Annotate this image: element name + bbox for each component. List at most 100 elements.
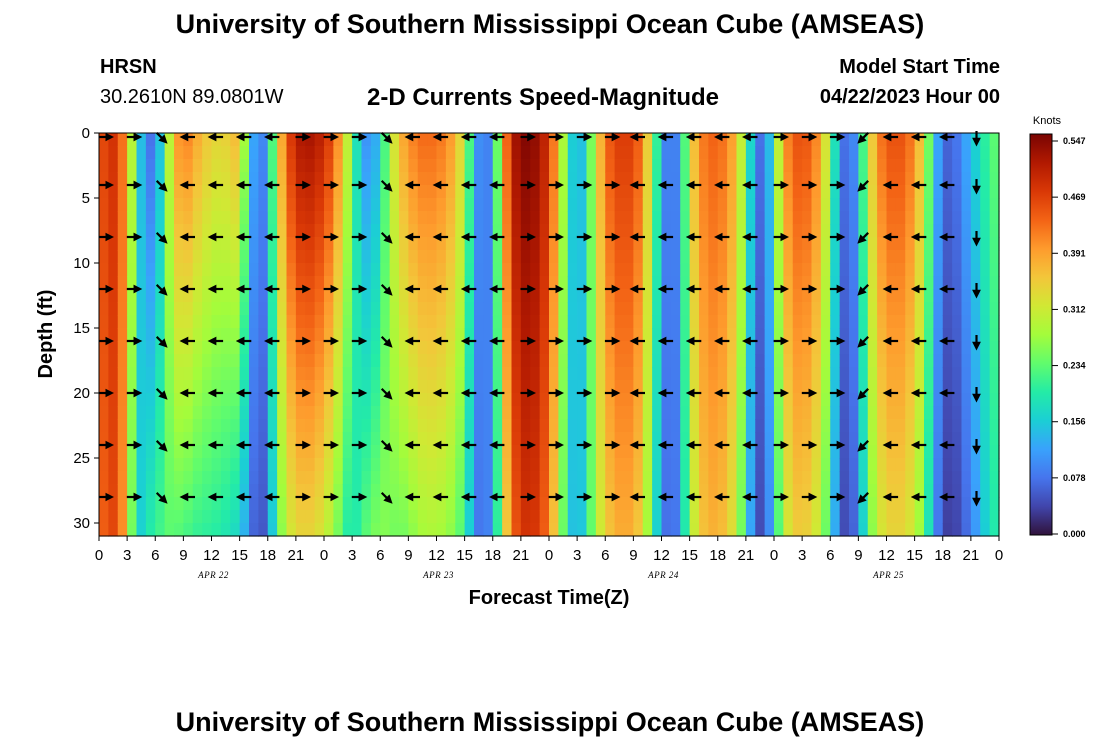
heatmap-cell: [849, 380, 859, 394]
heatmap-cell: [689, 419, 700, 433]
heatmap-cell: [877, 315, 888, 329]
x-tick-label: 21: [738, 547, 755, 564]
heatmap-cell: [455, 315, 466, 329]
heatmap-cell: [352, 354, 363, 368]
heatmap-cell: [642, 497, 653, 511]
heatmap-cell: [820, 523, 831, 537]
heatmap-cell: [511, 237, 522, 251]
heatmap-cell: [745, 172, 756, 186]
heatmap-cell: [530, 380, 541, 394]
heatmap-cell: [145, 250, 156, 264]
heatmap-cell: [520, 497, 531, 511]
heatmap-cell: [595, 263, 606, 277]
heatmap-cell: [642, 133, 653, 147]
heatmap-cell: [305, 484, 316, 498]
heatmap-cell: [352, 224, 363, 238]
heatmap-cell: [380, 484, 391, 498]
heatmap-cell: [211, 146, 222, 160]
heatmap-cell: [783, 484, 794, 498]
colorbar-tick-label: 0.234: [1063, 361, 1086, 371]
heatmap-cell: [352, 497, 363, 511]
heatmap-cell: [286, 211, 297, 225]
heatmap-cell: [680, 471, 691, 485]
heatmap-cell: [427, 250, 438, 264]
heatmap-cell: [624, 406, 634, 420]
heatmap-cell: [295, 224, 306, 238]
heatmap-cell: [689, 289, 700, 303]
heatmap-cell: [577, 276, 588, 290]
heatmap-cell: [464, 458, 475, 472]
heatmap-cell: [155, 354, 166, 368]
heatmap-cell: [164, 315, 175, 329]
heatmap-cell: [811, 237, 822, 251]
heatmap-cell: [961, 354, 972, 368]
heatmap-cell: [314, 133, 325, 147]
heatmap-cell: [586, 484, 597, 498]
heatmap-cell: [670, 198, 681, 212]
heatmap-cell: [933, 328, 944, 342]
heatmap-cell: [755, 354, 766, 368]
heatmap-cell: [980, 185, 991, 199]
heatmap-cell: [455, 302, 466, 316]
heatmap-cell: [155, 237, 166, 251]
heatmap-cell: [736, 237, 747, 251]
heatmap-cell: [155, 484, 166, 498]
heatmap-cell: [858, 172, 869, 186]
heatmap-cell: [736, 367, 747, 381]
heatmap-cell: [370, 419, 381, 433]
heatmap-cell: [774, 289, 784, 303]
heatmap-cell: [230, 250, 241, 264]
heatmap-cell: [914, 432, 925, 446]
heatmap-cell: [952, 471, 963, 485]
heatmap-cell: [680, 289, 691, 303]
heatmap-cell: [905, 510, 916, 524]
x-tick-label: 6: [601, 547, 609, 564]
heatmap-cell: [530, 341, 541, 355]
heatmap-cell: [220, 146, 231, 160]
heatmap-cell: [127, 393, 138, 407]
heatmap-cell: [867, 263, 878, 277]
heatmap-cell: [127, 497, 138, 511]
heatmap-cell: [324, 159, 334, 173]
heatmap-cell: [117, 159, 128, 173]
heatmap-cell: [924, 263, 934, 277]
heatmap-cell: [361, 198, 372, 212]
heatmap-cell: [399, 432, 409, 446]
heatmap-cell: [624, 380, 634, 394]
heatmap-cell: [520, 523, 531, 537]
heatmap-cell: [886, 159, 897, 173]
heatmap-cell: [727, 458, 738, 472]
heatmap-cell: [417, 328, 428, 342]
heatmap-cell: [108, 185, 119, 199]
heatmap-cell: [914, 172, 925, 186]
heatmap-cell: [314, 276, 325, 290]
heatmap-cell: [764, 133, 775, 147]
heatmap-cell: [652, 510, 663, 524]
heatmap-cell: [670, 185, 681, 199]
heatmap-cell: [408, 367, 419, 381]
heatmap-cell: [230, 406, 241, 420]
heatmap-cell: [417, 354, 428, 368]
heatmap-cell: [192, 289, 203, 303]
heatmap-cell: [427, 484, 438, 498]
heatmap-cell: [333, 406, 344, 420]
heatmap-cell: [145, 471, 156, 485]
heatmap-cell: [277, 354, 288, 368]
heatmap-cell: [370, 315, 381, 329]
heatmap-cell: [314, 458, 325, 472]
heatmap-cell: [305, 250, 316, 264]
heatmap-cell: [249, 146, 259, 160]
heatmap-cell: [614, 419, 625, 433]
heatmap-cell: [802, 250, 813, 264]
heatmap-cell: [108, 341, 119, 355]
heatmap-cell: [745, 146, 756, 160]
heatmap-cell: [324, 315, 334, 329]
heatmap-cell: [258, 263, 269, 277]
heatmap-cell: [652, 302, 663, 316]
heatmap-cell: [652, 341, 663, 355]
heatmap-cell: [427, 289, 438, 303]
heatmap-cell: [333, 419, 344, 433]
heatmap-cell: [427, 510, 438, 524]
heatmap-cell: [774, 484, 784, 498]
heatmap-cell: [211, 185, 222, 199]
